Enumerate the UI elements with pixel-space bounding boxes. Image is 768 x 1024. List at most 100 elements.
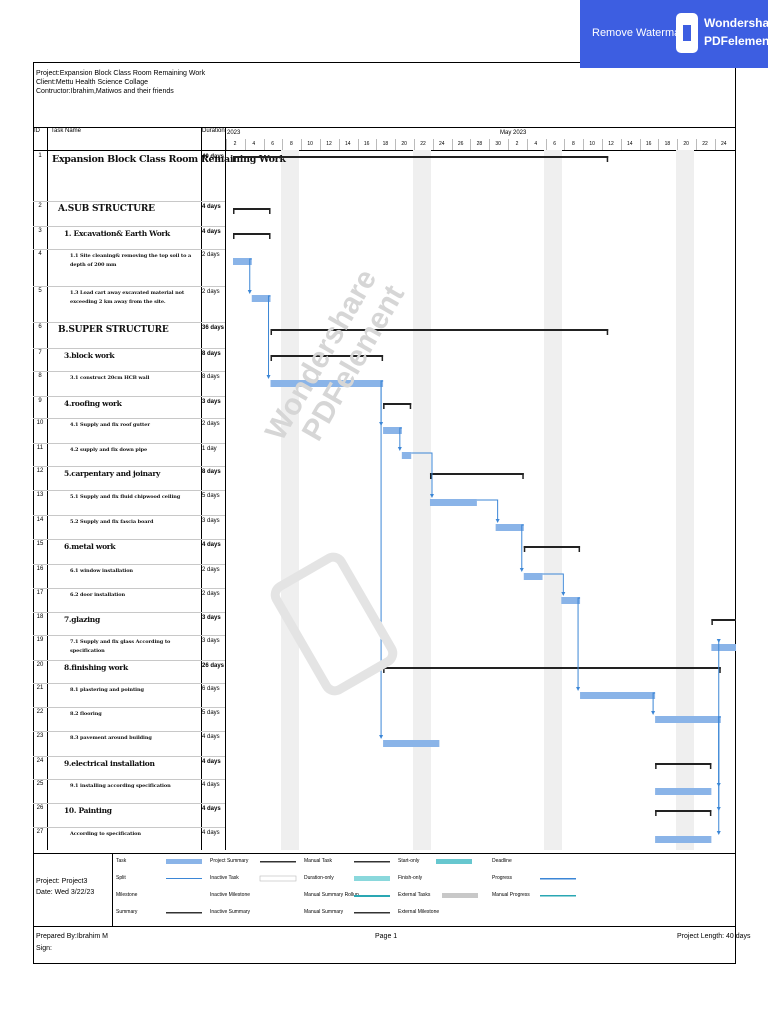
task-id: 23: [36, 733, 44, 739]
task-duration: 4 days: [202, 830, 220, 836]
task-id: 1: [38, 153, 42, 159]
timescale-tick: 20: [401, 141, 407, 147]
legend-label: Summary: [116, 909, 138, 915]
task-name[interactable]: 10. Painting: [64, 806, 112, 815]
timescale-tick-line: [677, 139, 679, 150]
task-id: 20: [36, 662, 44, 668]
task-name[interactable]: 6.metal work: [64, 542, 116, 551]
timescale-tick: 18: [382, 141, 389, 147]
legend-label: External Tasks: [398, 892, 431, 898]
row-divider: [33, 371, 225, 372]
timescale-tick: 6: [553, 141, 556, 147]
task-name[interactable]: 7.1 Supply and fix glass According to sp…: [70, 639, 171, 654]
task-duration: 3 days: [202, 518, 220, 524]
task-name[interactable]: 4.roofing work: [64, 399, 122, 408]
task-name[interactable]: 7.glazing: [64, 615, 100, 624]
task-name[interactable]: 4.2 supply and fix down pipe: [70, 447, 148, 453]
timescale-tick-line: [696, 139, 697, 150]
row-divider: [33, 396, 225, 397]
footer-divider: [33, 926, 736, 927]
task-name[interactable]: 8.1 plastering and pointing: [70, 687, 144, 693]
task-name[interactable]: 5.1 Supply and fix fluid chipwood ceilin…: [70, 494, 181, 500]
id-column-divider: [47, 127, 48, 850]
timescale-tick: 18: [664, 141, 671, 147]
row-divider: [33, 683, 225, 684]
brand-product: PDFelement: [704, 34, 768, 48]
timescale-tick: 24: [721, 141, 727, 147]
row-divider: [33, 612, 225, 613]
task-name[interactable]: 5.2 Supply and fix fascia board: [70, 519, 154, 525]
task-duration: 8 days: [202, 374, 220, 380]
task-name[interactable]: 3.block work: [64, 351, 115, 360]
row-divider: [33, 443, 225, 444]
pdfelement-logo-icon: [676, 13, 698, 53]
task-id: 27: [36, 829, 44, 835]
task-name[interactable]: 1.3 Load cart away excavated material no…: [70, 290, 185, 305]
task-name[interactable]: 8.2 flooring: [70, 711, 102, 717]
gantt-sheet: [33, 62, 736, 964]
timescale-tick-line: [583, 139, 585, 150]
task-id: 12: [36, 468, 44, 474]
timescale-tick: 20: [683, 141, 689, 147]
legend-project: Project: Project3: [36, 878, 88, 885]
task-duration: 5 days: [202, 710, 220, 716]
watermark-banner[interactable]: Remove Watermark Wondershare PDFelement: [580, 0, 768, 68]
task-name[interactable]: 3.1 construct 20cm HCB wall: [70, 375, 150, 381]
task-id: 26: [36, 805, 44, 811]
task-name[interactable]: 6.1 window installation: [70, 568, 133, 574]
task-id: 17: [36, 590, 44, 596]
timescale-tick-line: [244, 139, 246, 150]
task-name[interactable]: 9.electrical installation: [64, 759, 155, 768]
row-divider: [33, 249, 225, 250]
task-duration: 5 days: [202, 493, 220, 499]
brand-name: Wondershare: [704, 16, 768, 30]
task-name[interactable]: 1. Excavation& Earth Work: [64, 229, 170, 238]
legend-label: Start-only: [398, 858, 420, 864]
task-name[interactable]: 4.1 Supply and fix roof gutter: [70, 422, 150, 428]
task-id: 14: [36, 517, 44, 523]
task-duration: 3 days: [202, 399, 221, 405]
task-duration: 2 days: [202, 567, 220, 573]
remove-watermark-button[interactable]: Remove Watermark: [592, 27, 690, 39]
task-name[interactable]: 5.carpentary and joinary: [64, 469, 161, 478]
row-divider: [33, 731, 225, 732]
task-name[interactable]: B.SUPER STRUCTURE: [58, 325, 169, 335]
duration-column-divider: [225, 127, 226, 850]
task-name[interactable]: 8.3 pavement around building: [70, 735, 152, 741]
task-duration: 4 days: [202, 759, 221, 765]
timescale-tick-line: [376, 139, 378, 150]
task-duration: 4 days: [202, 806, 221, 812]
task-name[interactable]: 1.1 Site cleaning& removing the top soil…: [70, 253, 192, 268]
timescale-tick: 6: [271, 141, 274, 147]
task-id: 2: [38, 203, 42, 209]
timescale-tick-line: [226, 139, 227, 150]
legend-label: Project Summary: [210, 858, 249, 864]
timescale-tick: 12: [326, 141, 332, 147]
timescale-tick: 16: [645, 141, 652, 147]
project-length: Project Length: 40 days: [677, 933, 751, 940]
legend-label: Deadline: [492, 858, 512, 864]
task-name[interactable]: Expansion Block Class Room Remaining Wor…: [52, 154, 286, 165]
task-duration: 4 days: [202, 204, 221, 210]
row-divider: [33, 490, 225, 491]
task-name[interactable]: 6.2 door installation: [70, 592, 125, 598]
task-name[interactable]: According to specification: [70, 831, 141, 837]
legend-label: Manual Summary Rollup: [304, 892, 359, 898]
timescale-tick: 24: [439, 141, 445, 147]
legend-label: Finish-only: [398, 875, 423, 881]
task-name[interactable]: 9.1 installing according specification: [70, 783, 171, 789]
column-header-divider: [33, 150, 736, 151]
task-duration: 4 days: [202, 734, 220, 740]
timescale-tick-line: [489, 139, 491, 150]
legend-label: Manual Summary: [304, 909, 344, 915]
task-duration: 2 days: [202, 289, 220, 295]
prepared-by: Prepared By:Ibrahim M: [36, 933, 108, 940]
timescale-tick: 10: [307, 141, 313, 147]
task-name[interactable]: 8.finishing work: [64, 663, 128, 672]
legend-label: Task: [116, 858, 127, 864]
task-duration: 6 days: [202, 686, 220, 692]
task-duration: 8 days: [202, 469, 221, 475]
project-title: Project:Expansion Block Class Room Remai…: [36, 70, 206, 77]
legend-date: Date: Wed 3/22/23: [36, 889, 95, 896]
task-name[interactable]: A.SUB STRUCTURE: [58, 204, 155, 214]
